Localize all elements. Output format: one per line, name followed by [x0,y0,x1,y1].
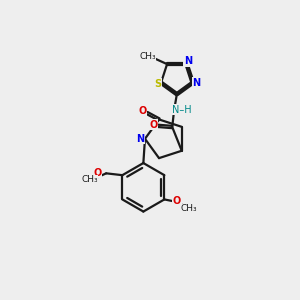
Text: CH₃: CH₃ [139,52,156,61]
Text: N: N [192,78,200,88]
Text: S: S [154,79,161,89]
Text: O: O [138,106,146,116]
Text: N: N [136,134,144,144]
Text: O: O [94,168,102,178]
Text: N: N [184,56,192,66]
Text: O: O [173,196,181,206]
Text: CH₃: CH₃ [180,204,197,213]
Text: N–H: N–H [172,105,191,115]
Text: O: O [149,120,158,130]
Text: CH₃: CH₃ [81,175,98,184]
